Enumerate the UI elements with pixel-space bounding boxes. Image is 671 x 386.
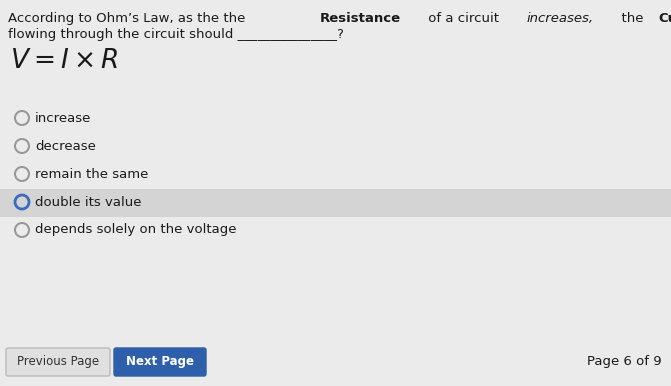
Text: double its value: double its value — [35, 195, 142, 208]
Text: increase: increase — [35, 112, 91, 125]
Text: Next Page: Next Page — [126, 356, 194, 369]
Text: flowing through the circuit should _______________?: flowing through the circuit should _____… — [8, 28, 344, 41]
Text: Previous Page: Previous Page — [17, 356, 99, 369]
FancyBboxPatch shape — [6, 348, 110, 376]
Text: increases,: increases, — [527, 12, 594, 25]
Text: Resistance: Resistance — [320, 12, 401, 25]
Text: depends solely on the voltage: depends solely on the voltage — [35, 223, 236, 237]
Text: the: the — [613, 12, 648, 25]
Text: Page 6 of 9: Page 6 of 9 — [587, 356, 662, 369]
Text: Current: Current — [658, 12, 671, 25]
Text: decrease: decrease — [35, 139, 96, 152]
Text: remain the same: remain the same — [35, 168, 148, 181]
Text: According to Ohm’s Law, as the the: According to Ohm’s Law, as the the — [8, 12, 250, 25]
FancyBboxPatch shape — [114, 348, 206, 376]
FancyBboxPatch shape — [0, 189, 671, 217]
Text: $V = I \times R$: $V = I \times R$ — [10, 48, 118, 73]
Text: of a circuit: of a circuit — [425, 12, 504, 25]
